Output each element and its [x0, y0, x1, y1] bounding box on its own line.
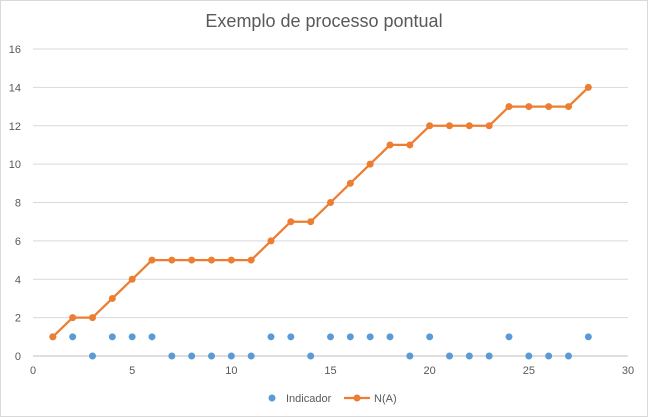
y-tick-label: 6 — [15, 236, 21, 248]
data-point — [465, 352, 473, 360]
data-point — [247, 256, 255, 264]
data-point — [247, 352, 255, 360]
y-tick-label: 0 — [15, 351, 21, 363]
legend-marker — [268, 394, 276, 402]
data-point — [128, 275, 136, 283]
data-point — [128, 333, 136, 341]
data-point — [505, 333, 513, 341]
x-tick-label: 15 — [324, 365, 336, 377]
chart-title: Exemplo de processo pontual — [205, 11, 443, 31]
x-tick-label: 10 — [225, 365, 237, 377]
data-point — [168, 256, 176, 264]
data-point — [386, 141, 394, 149]
y-tick-label: 12 — [9, 121, 21, 133]
data-point — [148, 256, 156, 264]
data-point — [366, 333, 374, 341]
data-point — [287, 218, 295, 226]
data-point — [327, 333, 334, 341]
data-point — [108, 294, 116, 302]
data-point — [426, 333, 434, 341]
series-line — [52, 86, 590, 338]
data-point — [446, 352, 453, 360]
data-point — [485, 122, 493, 130]
data-point — [426, 122, 434, 130]
data-point — [89, 314, 96, 322]
data-point — [168, 352, 176, 360]
data-point — [525, 103, 533, 111]
data-point — [69, 314, 77, 322]
data-point — [208, 256, 215, 264]
data-point — [148, 333, 156, 341]
x-tick-label: 0 — [30, 365, 36, 377]
x-tick-label: 25 — [523, 365, 535, 377]
data-point — [49, 333, 57, 341]
data-point — [108, 333, 116, 341]
data-point — [406, 141, 414, 149]
data-point — [505, 103, 513, 111]
data-point — [485, 352, 493, 360]
data-point — [465, 122, 473, 130]
data-point — [366, 160, 374, 168]
y-tick-label: 8 — [15, 198, 21, 210]
data-point — [307, 218, 315, 226]
data-point — [188, 352, 196, 360]
legend-label: Indicador — [286, 393, 332, 405]
data-point — [584, 83, 592, 91]
data-point — [267, 237, 275, 245]
y-tick-label: 10 — [9, 159, 21, 171]
data-point — [287, 333, 295, 341]
data-point — [386, 333, 394, 341]
data-point — [267, 333, 275, 341]
data-point — [545, 103, 553, 111]
data-point — [307, 352, 315, 360]
x-tick-label: 20 — [424, 365, 436, 377]
data-point — [208, 352, 215, 360]
data-point — [327, 199, 334, 206]
data-point — [406, 352, 414, 360]
data-point — [89, 352, 96, 360]
data-point — [446, 122, 453, 130]
data-point — [565, 103, 572, 111]
y-tick-label: 2 — [15, 313, 21, 325]
data-point — [346, 333, 354, 341]
y-tick-label: 14 — [9, 82, 21, 94]
y-tick-label: 16 — [9, 44, 21, 56]
data-point — [227, 352, 235, 360]
x-tick-label: 5 — [129, 365, 135, 377]
data-point — [346, 179, 354, 187]
data-point — [227, 256, 235, 264]
data-point — [584, 333, 592, 341]
data-point — [565, 352, 572, 360]
legend-label: N(A) — [374, 393, 397, 405]
y-tick-label: 4 — [15, 274, 21, 286]
x-tick-label: 30 — [622, 365, 634, 377]
data-point — [545, 352, 553, 360]
legend-marker — [353, 394, 361, 402]
data-point — [69, 333, 77, 341]
data-point — [525, 352, 533, 360]
data-point — [188, 256, 196, 264]
